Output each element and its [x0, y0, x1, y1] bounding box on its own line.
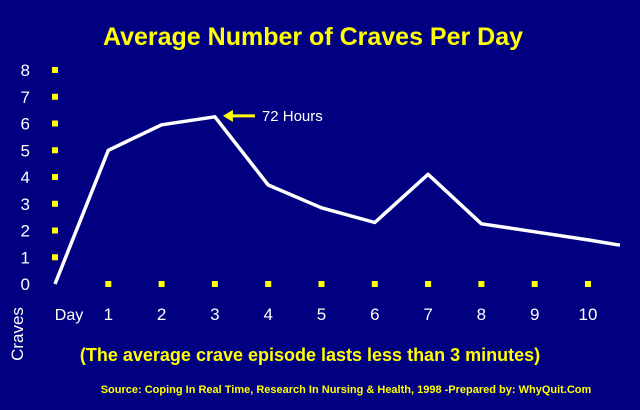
x-tick-label-1: 1	[104, 305, 113, 324]
y-marker-1	[52, 254, 58, 261]
y-marker-5	[52, 147, 58, 154]
y-marker-2	[52, 227, 58, 234]
y-tick-label-1: 1	[21, 248, 30, 267]
x-tick-label-9: 9	[530, 305, 539, 324]
x-tick-labels: 1 2 3 4 5 6 7 8 9 10	[104, 305, 598, 324]
crave-duration-note: (The average crave episode lasts less th…	[80, 345, 540, 365]
x-marker-8	[478, 281, 485, 287]
y-tick-label-2: 2	[21, 222, 30, 241]
x-tick-label-4: 4	[263, 305, 272, 324]
chart-title: Average Number of Craves Per Day	[103, 23, 523, 51]
x-marker-5	[318, 281, 325, 287]
x-tick-label-5: 5	[317, 305, 326, 324]
y-tick-label-6: 6	[21, 115, 30, 134]
y-axis-label: Craves	[8, 307, 27, 361]
x-tick-label-2: 2	[157, 305, 166, 324]
x-marker-1	[105, 281, 112, 287]
y-tick-label-4: 4	[21, 168, 30, 187]
x-axis-label: Day	[55, 307, 83, 324]
y-tick-label-3: 3	[21, 195, 30, 214]
x-marker-7	[425, 281, 432, 287]
x-axis-markers	[105, 281, 591, 287]
y-tick-label-5: 5	[21, 141, 30, 160]
x-tick-label-7: 7	[423, 305, 432, 324]
y-tick-label-7: 7	[21, 88, 30, 107]
x-marker-9	[531, 281, 538, 287]
source-footnote: Source: Coping In Real Time, Research In…	[101, 384, 592, 396]
annotation-72-hours: 72 Hours	[222, 108, 323, 125]
y-tick-labels: 0 1 2 3 4 5 6 7 8	[21, 61, 30, 294]
x-tick-label-3: 3	[210, 305, 219, 324]
series-line	[53, 115, 621, 285]
y-marker-6	[52, 120, 58, 127]
x-tick-label-8: 8	[477, 305, 486, 324]
x-marker-3	[211, 281, 218, 287]
x-tick-label-6: 6	[370, 305, 379, 324]
x-marker-6	[371, 281, 378, 287]
y-tick-label-8: 8	[21, 61, 30, 80]
annotation-arrow-icon	[222, 109, 233, 122]
y-tick-label-0: 0	[21, 275, 30, 294]
y-marker-3	[52, 200, 58, 207]
x-marker-2	[158, 281, 165, 287]
y-marker-4	[52, 174, 58, 180]
annotation-label: 72 Hours	[262, 108, 323, 125]
y-marker-7	[52, 93, 58, 100]
x-marker-10	[585, 281, 591, 287]
x-marker-4	[265, 281, 272, 287]
x-tick-label-10: 10	[579, 305, 598, 324]
y-marker-8	[52, 67, 58, 73]
y-axis-markers	[52, 67, 58, 261]
